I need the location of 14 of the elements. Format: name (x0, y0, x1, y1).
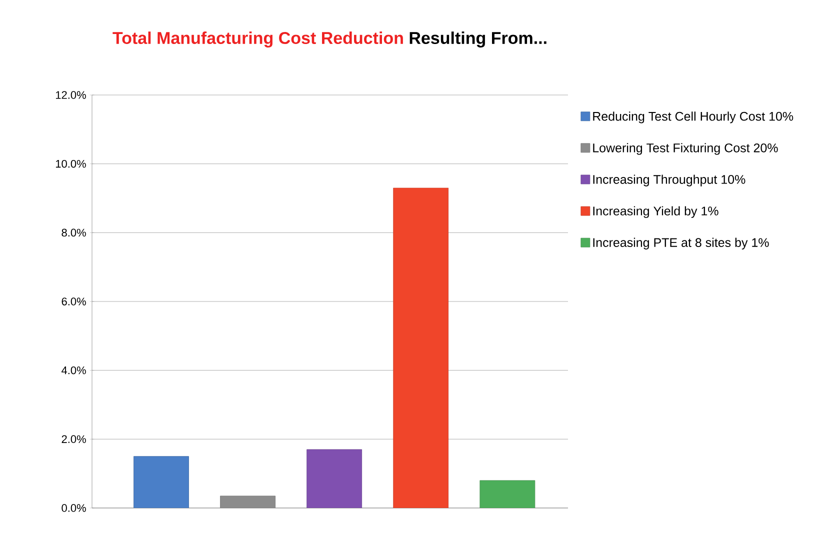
chart-title: Total Manufacturing Cost Reduction (112, 32, 403, 48)
y-tick-label: 4.0% (62, 366, 86, 374)
y-tick-label: 6.0% (62, 298, 86, 306)
legend-label: Reducing Test Cell Hourly Cost 10% (593, 112, 794, 124)
legend-label: Lowering Test Fixturing Cost 20% (593, 143, 778, 155)
y-tick-label: 10.0% (56, 160, 86, 168)
y-tick-label: 2.0% (62, 435, 86, 444)
y-tick-label: 8.0% (62, 228, 86, 237)
legend-label: Increasing Yield by 1% (593, 206, 718, 218)
legend-label: Increasing PTE at 8 sites by 1% (593, 238, 769, 250)
legend-label: Increasing Throughput 10% (593, 174, 746, 186)
chart-subtitle: Resulting From... (410, 32, 546, 48)
y-tick-label: 12.0% (56, 91, 86, 99)
y-tick-label: 0.0% (62, 504, 86, 512)
